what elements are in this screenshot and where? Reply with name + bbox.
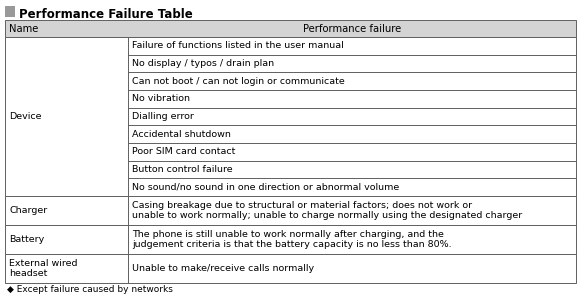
Text: The phone is still unable to work normally after charging, and the
judgement cri: The phone is still unable to work normal… bbox=[132, 230, 451, 249]
Bar bbox=[5, 20, 576, 37]
Text: No vibration: No vibration bbox=[132, 94, 190, 103]
Text: Button control failure: Button control failure bbox=[132, 165, 232, 174]
Text: Charger: Charger bbox=[9, 206, 47, 215]
Text: Dialling error: Dialling error bbox=[132, 112, 193, 121]
Text: No sound/no sound in one direction or abnormal volume: No sound/no sound in one direction or ab… bbox=[132, 182, 399, 191]
Text: Performance failure: Performance failure bbox=[303, 23, 401, 33]
Bar bbox=[5, 37, 576, 196]
Text: Unable to make/receive calls normally: Unable to make/receive calls normally bbox=[132, 264, 314, 273]
Text: ◆ Except failure caused by networks: ◆ Except failure caused by networks bbox=[7, 285, 173, 294]
Text: No display / typos / drain plan: No display / typos / drain plan bbox=[132, 59, 274, 68]
Text: Casing breakage due to structural or material factors; does not work or
unable t: Casing breakage due to structural or mat… bbox=[132, 201, 522, 220]
Bar bbox=[5, 254, 576, 283]
Text: Failure of functions listed in the user manual: Failure of functions listed in the user … bbox=[132, 41, 343, 50]
Text: Can not boot / can not login or communicate: Can not boot / can not login or communic… bbox=[132, 77, 345, 85]
Text: Accidental shutdown: Accidental shutdown bbox=[132, 129, 231, 138]
Bar bbox=[5, 6, 15, 17]
Text: Device: Device bbox=[9, 112, 41, 121]
Bar bbox=[5, 196, 576, 225]
Text: Battery: Battery bbox=[9, 235, 44, 244]
Bar bbox=[5, 225, 576, 254]
Text: External wired
headset: External wired headset bbox=[9, 259, 77, 278]
Text: Poor SIM card contact: Poor SIM card contact bbox=[132, 147, 235, 156]
Text: Name: Name bbox=[9, 23, 38, 33]
Text: Performance Failure Table: Performance Failure Table bbox=[19, 8, 193, 21]
